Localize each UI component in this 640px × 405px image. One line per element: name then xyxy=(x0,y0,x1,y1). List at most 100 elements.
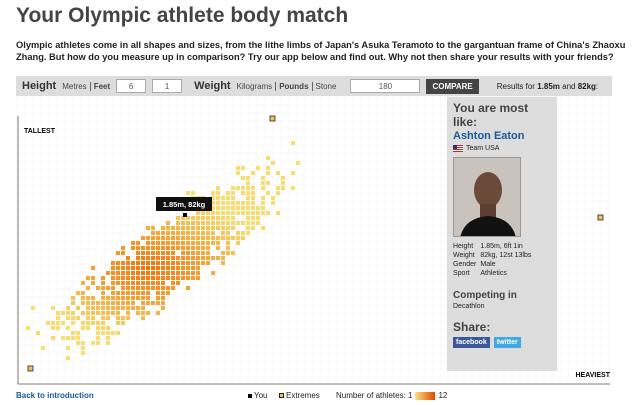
athlete-dot[interactable] xyxy=(176,276,180,280)
athlete-dot[interactable] xyxy=(181,216,185,220)
athlete-dot[interactable] xyxy=(126,286,130,290)
athlete-dot[interactable] xyxy=(186,216,190,220)
athlete-dot[interactable] xyxy=(81,346,85,350)
athlete-dot[interactable] xyxy=(186,191,190,195)
athlete-dot[interactable] xyxy=(211,216,215,220)
athlete-dot[interactable] xyxy=(136,251,140,255)
athlete-dot[interactable] xyxy=(251,226,255,230)
athlete-dot[interactable] xyxy=(271,161,275,165)
athlete-dot[interactable] xyxy=(166,241,170,245)
athlete-dot[interactable] xyxy=(131,246,135,250)
athlete-dot[interactable] xyxy=(121,271,125,275)
athlete-dot[interactable] xyxy=(251,171,255,175)
athlete-dot[interactable] xyxy=(191,231,195,235)
athlete-dot[interactable] xyxy=(216,216,220,220)
athlete-dot[interactable] xyxy=(211,191,215,195)
athlete-dot[interactable] xyxy=(271,201,275,205)
athlete-dot[interactable] xyxy=(266,166,270,170)
athlete-dot[interactable] xyxy=(166,261,170,265)
athlete-dot[interactable] xyxy=(246,226,250,230)
athlete-dot[interactable] xyxy=(246,176,250,180)
athlete-dot[interactable] xyxy=(241,191,245,195)
athlete-dot[interactable] xyxy=(231,191,235,195)
athlete-dot[interactable] xyxy=(81,301,85,305)
athlete-dot[interactable] xyxy=(121,266,125,270)
athlete-dot[interactable] xyxy=(216,236,220,240)
athlete-dot[interactable] xyxy=(111,281,115,285)
athlete-dot[interactable] xyxy=(171,281,175,285)
athlete-dot[interactable] xyxy=(221,221,225,225)
athlete-dot[interactable] xyxy=(231,221,235,225)
athlete-dot[interactable] xyxy=(191,226,195,230)
athlete-dot[interactable] xyxy=(226,191,230,195)
athlete-dot[interactable] xyxy=(156,251,160,255)
athlete-dot[interactable] xyxy=(256,221,260,225)
athlete-dot[interactable] xyxy=(186,246,190,250)
athlete-dot[interactable] xyxy=(251,216,255,220)
athlete-dot[interactable] xyxy=(246,206,250,210)
athlete-dot[interactable] xyxy=(131,241,135,245)
athlete-dot[interactable] xyxy=(276,191,280,195)
athlete-dot[interactable] xyxy=(151,236,155,240)
athlete-dot[interactable] xyxy=(176,236,180,240)
athlete-dot[interactable] xyxy=(166,221,170,225)
athlete-dot[interactable] xyxy=(211,226,215,230)
athlete-dot[interactable] xyxy=(281,186,285,190)
athlete-dot[interactable] xyxy=(191,191,195,195)
athlete-dot[interactable] xyxy=(141,266,145,270)
athlete-dot[interactable] xyxy=(291,186,295,190)
athlete-dot[interactable] xyxy=(136,241,140,245)
athlete-dot[interactable] xyxy=(71,301,75,305)
athlete-dot[interactable] xyxy=(161,251,165,255)
athlete-dot[interactable] xyxy=(161,261,165,265)
extreme[interactable] xyxy=(27,365,34,372)
athlete-dot[interactable] xyxy=(211,236,215,240)
athlete-dot[interactable] xyxy=(206,241,210,245)
athlete-dot[interactable] xyxy=(156,241,160,245)
athlete-dot[interactable] xyxy=(121,296,125,300)
athlete-dot[interactable] xyxy=(86,286,90,290)
athlete-dot[interactable] xyxy=(81,311,85,315)
athlete-dot[interactable] xyxy=(136,281,140,285)
athlete-dot[interactable] xyxy=(246,181,250,185)
athlete-dot[interactable] xyxy=(186,261,190,265)
athlete-dot[interactable] xyxy=(206,246,210,250)
athlete-dot[interactable] xyxy=(161,266,165,270)
athlete-dot[interactable] xyxy=(106,306,110,310)
athlete-dot[interactable] xyxy=(166,236,170,240)
athlete-dot[interactable] xyxy=(226,226,230,230)
athlete-dot[interactable] xyxy=(101,326,105,330)
athlete-dot[interactable] xyxy=(81,296,85,300)
athlete-dot[interactable] xyxy=(216,256,220,260)
athlete-dot[interactable] xyxy=(146,276,150,280)
athlete-dot[interactable] xyxy=(186,266,190,270)
athlete-dot[interactable] xyxy=(96,331,100,335)
athlete-dot[interactable] xyxy=(76,336,80,340)
athlete-dot[interactable] xyxy=(291,171,295,175)
athlete-dot[interactable] xyxy=(51,336,55,340)
athlete-dot[interactable] xyxy=(111,331,115,335)
athlete-dot[interactable] xyxy=(161,231,165,235)
athlete-dot[interactable] xyxy=(116,316,120,320)
athlete-dot[interactable] xyxy=(171,246,175,250)
athlete-dot[interactable] xyxy=(151,276,155,280)
athlete-dot[interactable] xyxy=(121,276,125,280)
athlete-dot[interactable] xyxy=(171,231,175,235)
athlete-dot[interactable] xyxy=(176,271,180,275)
athlete-dot[interactable] xyxy=(161,226,165,230)
athlete-dot[interactable] xyxy=(131,286,135,290)
athlete-dot[interactable] xyxy=(186,231,190,235)
athlete-dot[interactable] xyxy=(196,266,200,270)
athlete-dot[interactable] xyxy=(116,251,120,255)
athlete-dot[interactable] xyxy=(106,311,110,315)
athlete-dot[interactable] xyxy=(156,236,160,240)
athlete-dot[interactable] xyxy=(171,256,175,260)
athlete-dot[interactable] xyxy=(111,286,115,290)
athlete-dot[interactable] xyxy=(161,256,165,260)
unit[interactable]: Feet xyxy=(89,81,110,91)
athlete-dot[interactable] xyxy=(256,211,260,215)
athlete-dot[interactable] xyxy=(146,246,150,250)
athlete-dot[interactable] xyxy=(51,326,55,330)
athlete-dot[interactable] xyxy=(236,241,240,245)
athlete-dot[interactable] xyxy=(151,301,155,305)
